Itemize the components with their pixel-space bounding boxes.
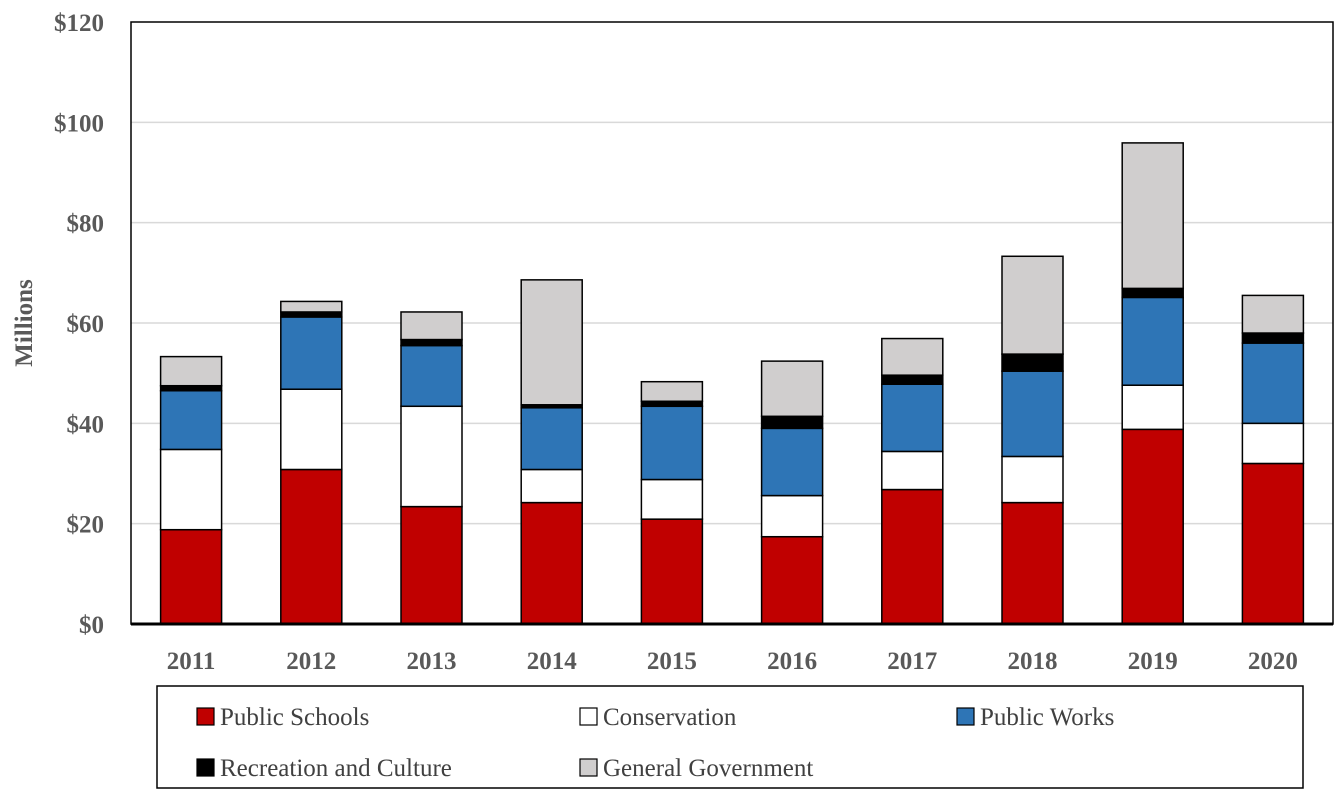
legend-item: Conservation bbox=[579, 704, 737, 731]
bar-segment bbox=[159, 384, 223, 392]
bar-segment bbox=[1121, 428, 1184, 625]
y-tick-label: $40 bbox=[67, 411, 105, 438]
y-tick-label: $60 bbox=[67, 311, 105, 338]
bar-segment bbox=[280, 316, 343, 390]
bar-segment bbox=[520, 468, 583, 504]
bar-segment bbox=[760, 494, 824, 538]
bar-segment bbox=[881, 337, 944, 376]
x-tick-label: 2017 bbox=[887, 648, 937, 675]
bar-segment bbox=[159, 528, 223, 625]
y-tick-label: $0 bbox=[79, 612, 104, 639]
bar-segment bbox=[400, 311, 463, 341]
y-axis-title: Millions bbox=[11, 279, 38, 367]
x-tick-label: 2016 bbox=[767, 648, 817, 675]
x-tick-label: 2019 bbox=[1128, 648, 1178, 675]
bar-segment bbox=[760, 415, 824, 430]
bar-segment bbox=[280, 311, 343, 318]
y-tick-label: $80 bbox=[67, 211, 105, 238]
bar-segment bbox=[640, 518, 704, 625]
bar-segment bbox=[1001, 255, 1064, 355]
bar-segment bbox=[1001, 455, 1064, 504]
bar-segment bbox=[1001, 370, 1064, 458]
bar-segment bbox=[1121, 142, 1184, 290]
bar-segment bbox=[640, 405, 704, 481]
bar-segment bbox=[881, 450, 944, 491]
legend-label: Public Works bbox=[980, 704, 1114, 731]
bar-segment bbox=[1241, 342, 1305, 425]
bar-segment bbox=[1241, 422, 1305, 465]
y-tick-label: $120 bbox=[54, 10, 104, 37]
x-tick-labels: 2011 2012 2013 2014 2015 2016 2017 2018 2019 2020 bbox=[167, 648, 1298, 675]
bar-segment bbox=[280, 468, 343, 625]
bar-segment bbox=[280, 388, 343, 471]
bar-segment bbox=[1001, 501, 1064, 625]
bar-segment bbox=[1121, 296, 1184, 386]
bar-segment bbox=[520, 501, 583, 625]
bar-segment bbox=[881, 374, 944, 385]
legend-item: General Government bbox=[579, 755, 813, 782]
bar-segment bbox=[400, 405, 463, 508]
bar-segment bbox=[881, 383, 944, 453]
x-tick-label: 2014 bbox=[527, 648, 578, 675]
y-tick-labels: $0 $20 $40 $60 $80 $100 $120 bbox=[54, 10, 104, 639]
bar-segment bbox=[760, 360, 824, 418]
bar-segment bbox=[1241, 332, 1305, 344]
x-tick-label: 2020 bbox=[1248, 648, 1298, 675]
bar-segment bbox=[760, 535, 824, 625]
y-tick-label: $100 bbox=[54, 110, 104, 137]
x-tick-label: 2011 bbox=[167, 648, 216, 675]
legend-item: Recreation and Culture bbox=[196, 755, 452, 782]
bar-segment bbox=[159, 448, 223, 531]
x-tick-label: 2018 bbox=[1008, 648, 1058, 675]
bar-segment bbox=[400, 505, 463, 625]
bar-segment bbox=[159, 389, 223, 451]
legend-swatch bbox=[196, 707, 215, 726]
legend-label: Public Schools bbox=[220, 704, 369, 731]
legend-item: Public Works bbox=[956, 704, 1114, 731]
bar-segment bbox=[1241, 294, 1305, 334]
bar-segment bbox=[159, 355, 223, 387]
legend: Public Schools Conservation Public Works Re… bbox=[196, 704, 1114, 782]
legend-label: General Government bbox=[603, 755, 813, 782]
bar-segment bbox=[881, 488, 944, 625]
bar-segment bbox=[640, 380, 704, 403]
bar-segment bbox=[520, 279, 583, 406]
bar-segment bbox=[400, 338, 463, 347]
bar-segment bbox=[640, 478, 704, 520]
bar-segment bbox=[400, 344, 463, 408]
legend-label: Recreation and Culture bbox=[220, 755, 452, 782]
bar-segment bbox=[1121, 384, 1184, 431]
bar-segment bbox=[640, 400, 704, 408]
bar-segment bbox=[280, 300, 343, 313]
x-tick-label: 2012 bbox=[286, 648, 336, 675]
legend-swatch bbox=[956, 707, 975, 726]
legend-label: Conservation bbox=[603, 704, 737, 731]
legend-swatch bbox=[196, 758, 215, 777]
legend-swatch bbox=[579, 707, 598, 726]
y-tick-label: $20 bbox=[67, 512, 105, 539]
bar-segment bbox=[1241, 462, 1305, 625]
legend-swatch bbox=[579, 758, 598, 777]
bar-segment bbox=[1001, 353, 1064, 372]
bar-segment bbox=[520, 407, 583, 471]
bar-segment bbox=[1121, 287, 1184, 299]
legend-box bbox=[156, 685, 1304, 789]
plot-area-border bbox=[130, 21, 1334, 625]
legend-item: Public Schools bbox=[196, 704, 369, 731]
x-tick-label: 2015 bbox=[647, 648, 697, 675]
bar-segment bbox=[760, 427, 824, 497]
x-tick-label: 2013 bbox=[407, 648, 457, 675]
bars bbox=[159, 142, 1305, 625]
